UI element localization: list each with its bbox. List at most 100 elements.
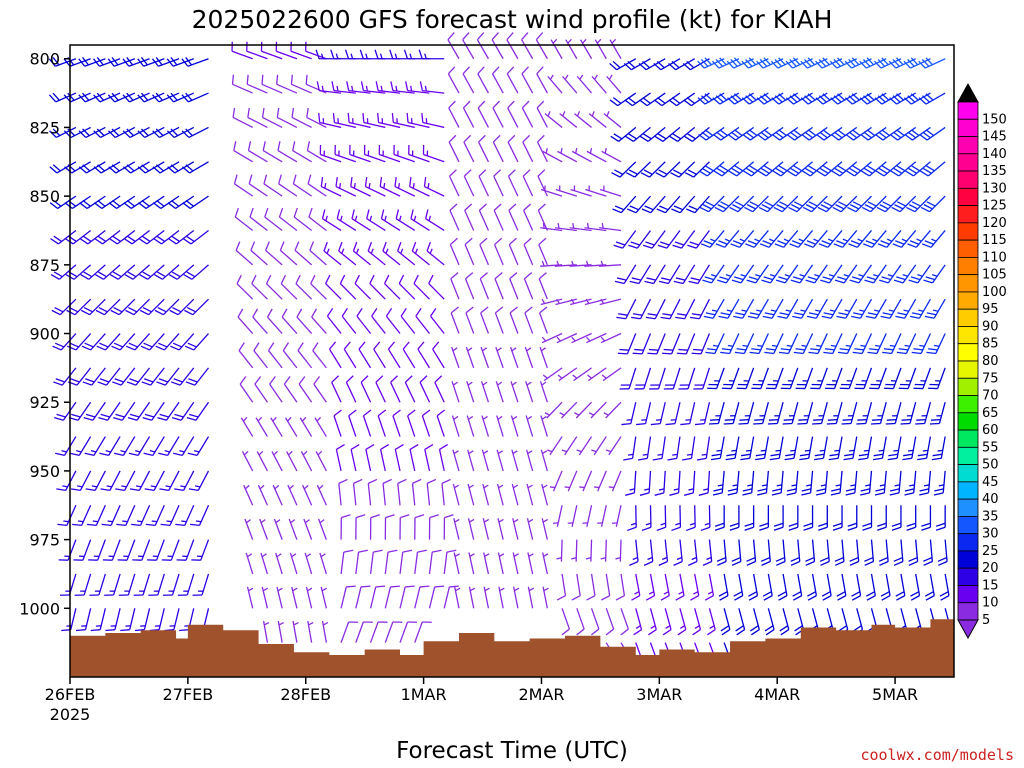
wind-barb — [495, 381, 504, 403]
colorbar-label: 150 — [982, 112, 1007, 127]
wind-barb — [122, 57, 150, 67]
wind-barb — [658, 264, 681, 285]
wind-barb — [467, 483, 475, 506]
wind-barb — [351, 209, 371, 232]
wind-barb — [80, 264, 106, 280]
wind-barb — [262, 141, 283, 163]
wind-barb — [684, 470, 696, 496]
wind-barb — [304, 552, 313, 575]
wind-barb — [908, 264, 931, 284]
wind-barb — [414, 621, 432, 643]
wind-barb — [792, 298, 814, 319]
wind-barb — [243, 484, 254, 506]
wind-barb — [250, 241, 268, 266]
wind-barb — [644, 264, 666, 285]
wind-barb — [120, 608, 136, 632]
wind-barb — [812, 402, 828, 425]
wind-barb — [911, 333, 932, 355]
wind-barb — [718, 573, 729, 601]
wind-barb — [107, 57, 136, 67]
colorbar-cell — [957, 429, 979, 448]
wind-barb — [235, 241, 254, 266]
wind-barb — [79, 229, 106, 245]
wind-barb — [360, 81, 386, 94]
wind-barb — [295, 274, 313, 300]
wind-barb — [748, 573, 759, 601]
wind-barb — [599, 185, 622, 197]
wind-barb — [617, 333, 637, 355]
wind-barb — [571, 573, 581, 601]
wind-barb — [443, 585, 459, 609]
wind-barb — [757, 470, 770, 496]
wind-barb — [397, 478, 407, 506]
wind-barb — [523, 237, 534, 266]
wind-barb — [345, 375, 357, 403]
wind-barb — [559, 111, 578, 128]
wind-barb — [629, 539, 639, 566]
wind-barb — [417, 341, 431, 369]
wind-barb — [660, 573, 670, 601]
wind-barb — [512, 552, 519, 575]
wind-barb — [926, 333, 946, 355]
wind-barb — [247, 141, 268, 163]
colorbar-label: 110 — [982, 250, 1007, 265]
wind-barb — [846, 161, 872, 177]
wind-barb — [290, 74, 312, 94]
wind-barb — [145, 504, 165, 526]
colorbar-label: 85 — [982, 337, 999, 352]
wind-barb — [275, 552, 283, 575]
wind-barb — [619, 367, 637, 390]
wind-barb — [570, 185, 592, 197]
wind-barb — [710, 436, 725, 461]
wind-barb — [315, 450, 327, 472]
wind-barb — [907, 230, 931, 248]
wind-barb — [123, 161, 150, 174]
colorbar-label: 75 — [982, 371, 999, 386]
wind-barb — [775, 539, 786, 566]
wind-barb — [462, 66, 475, 94]
chart-title: 2025022600 GFS forecast wind profile (kt… — [192, 5, 833, 34]
wind-barb — [668, 92, 696, 107]
wind-barb — [601, 148, 622, 163]
wind-barb — [154, 298, 180, 316]
wind-barb — [411, 478, 422, 506]
wind-barb — [512, 518, 519, 540]
wind-barb — [915, 402, 932, 425]
wind-barb — [453, 552, 460, 575]
wind-barb — [767, 402, 784, 425]
wind-barb — [111, 333, 136, 351]
wind-barb — [834, 539, 845, 566]
wind-barb — [758, 195, 784, 213]
wind-barb — [426, 478, 437, 506]
wind-barb — [665, 402, 681, 426]
wind-barb — [270, 416, 283, 437]
wind-barb — [151, 57, 180, 67]
wind-barb — [557, 148, 578, 163]
wind-barb — [132, 539, 151, 561]
wind-barb — [354, 274, 372, 300]
wind-barb — [246, 586, 254, 609]
wind-barb — [183, 264, 209, 280]
wind-barb — [716, 539, 727, 566]
wind-barb — [662, 333, 681, 355]
wind-barb — [231, 41, 253, 60]
y-tick-label: 825 — [29, 118, 60, 137]
wind-barb — [820, 264, 843, 284]
wind-barb — [409, 444, 419, 472]
wind-barb — [303, 518, 313, 540]
wind-barb — [240, 416, 254, 437]
wind-barb — [685, 195, 710, 214]
wind-barb — [233, 174, 254, 197]
wind-barb — [391, 113, 415, 129]
wind-barb — [167, 195, 195, 210]
wind-barb — [647, 333, 666, 355]
wind-barb — [789, 230, 814, 248]
wind-barb — [138, 229, 165, 245]
wind-barb — [237, 308, 254, 334]
wind-barb — [764, 333, 784, 355]
wind-barb — [414, 549, 427, 575]
wind-barb — [757, 126, 784, 141]
wind-barb — [508, 237, 519, 266]
wind-barb — [546, 436, 563, 456]
colorbar-cell — [957, 602, 979, 621]
